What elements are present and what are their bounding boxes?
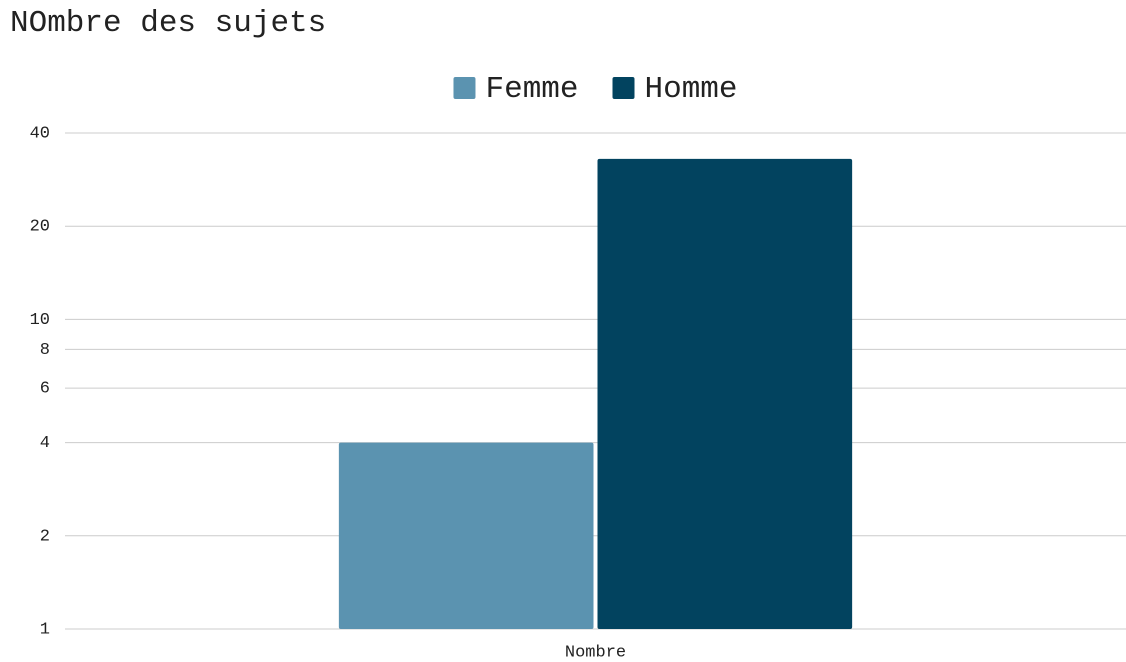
bar [338, 442, 594, 629]
legend-swatch [453, 77, 476, 99]
y-tick-label: 40 [30, 124, 50, 143]
legend-swatch [612, 77, 635, 99]
legend-label: Femme [485, 72, 578, 107]
x-tick-label: Nombre [565, 643, 626, 662]
y-tick-label: 10 [30, 311, 50, 330]
chart-title: NOmbre des sujets [10, 6, 326, 41]
y-tick-label: 6 [40, 380, 50, 399]
y-tick-label: 20 [30, 218, 50, 237]
y-tick-label: 8 [40, 341, 50, 360]
legend-label: Homme [645, 72, 738, 107]
y-tick-label: 2 [40, 527, 50, 546]
y-tick-label: 4 [40, 434, 50, 453]
bar [597, 158, 853, 629]
y-tick-label: 1 [40, 620, 50, 639]
